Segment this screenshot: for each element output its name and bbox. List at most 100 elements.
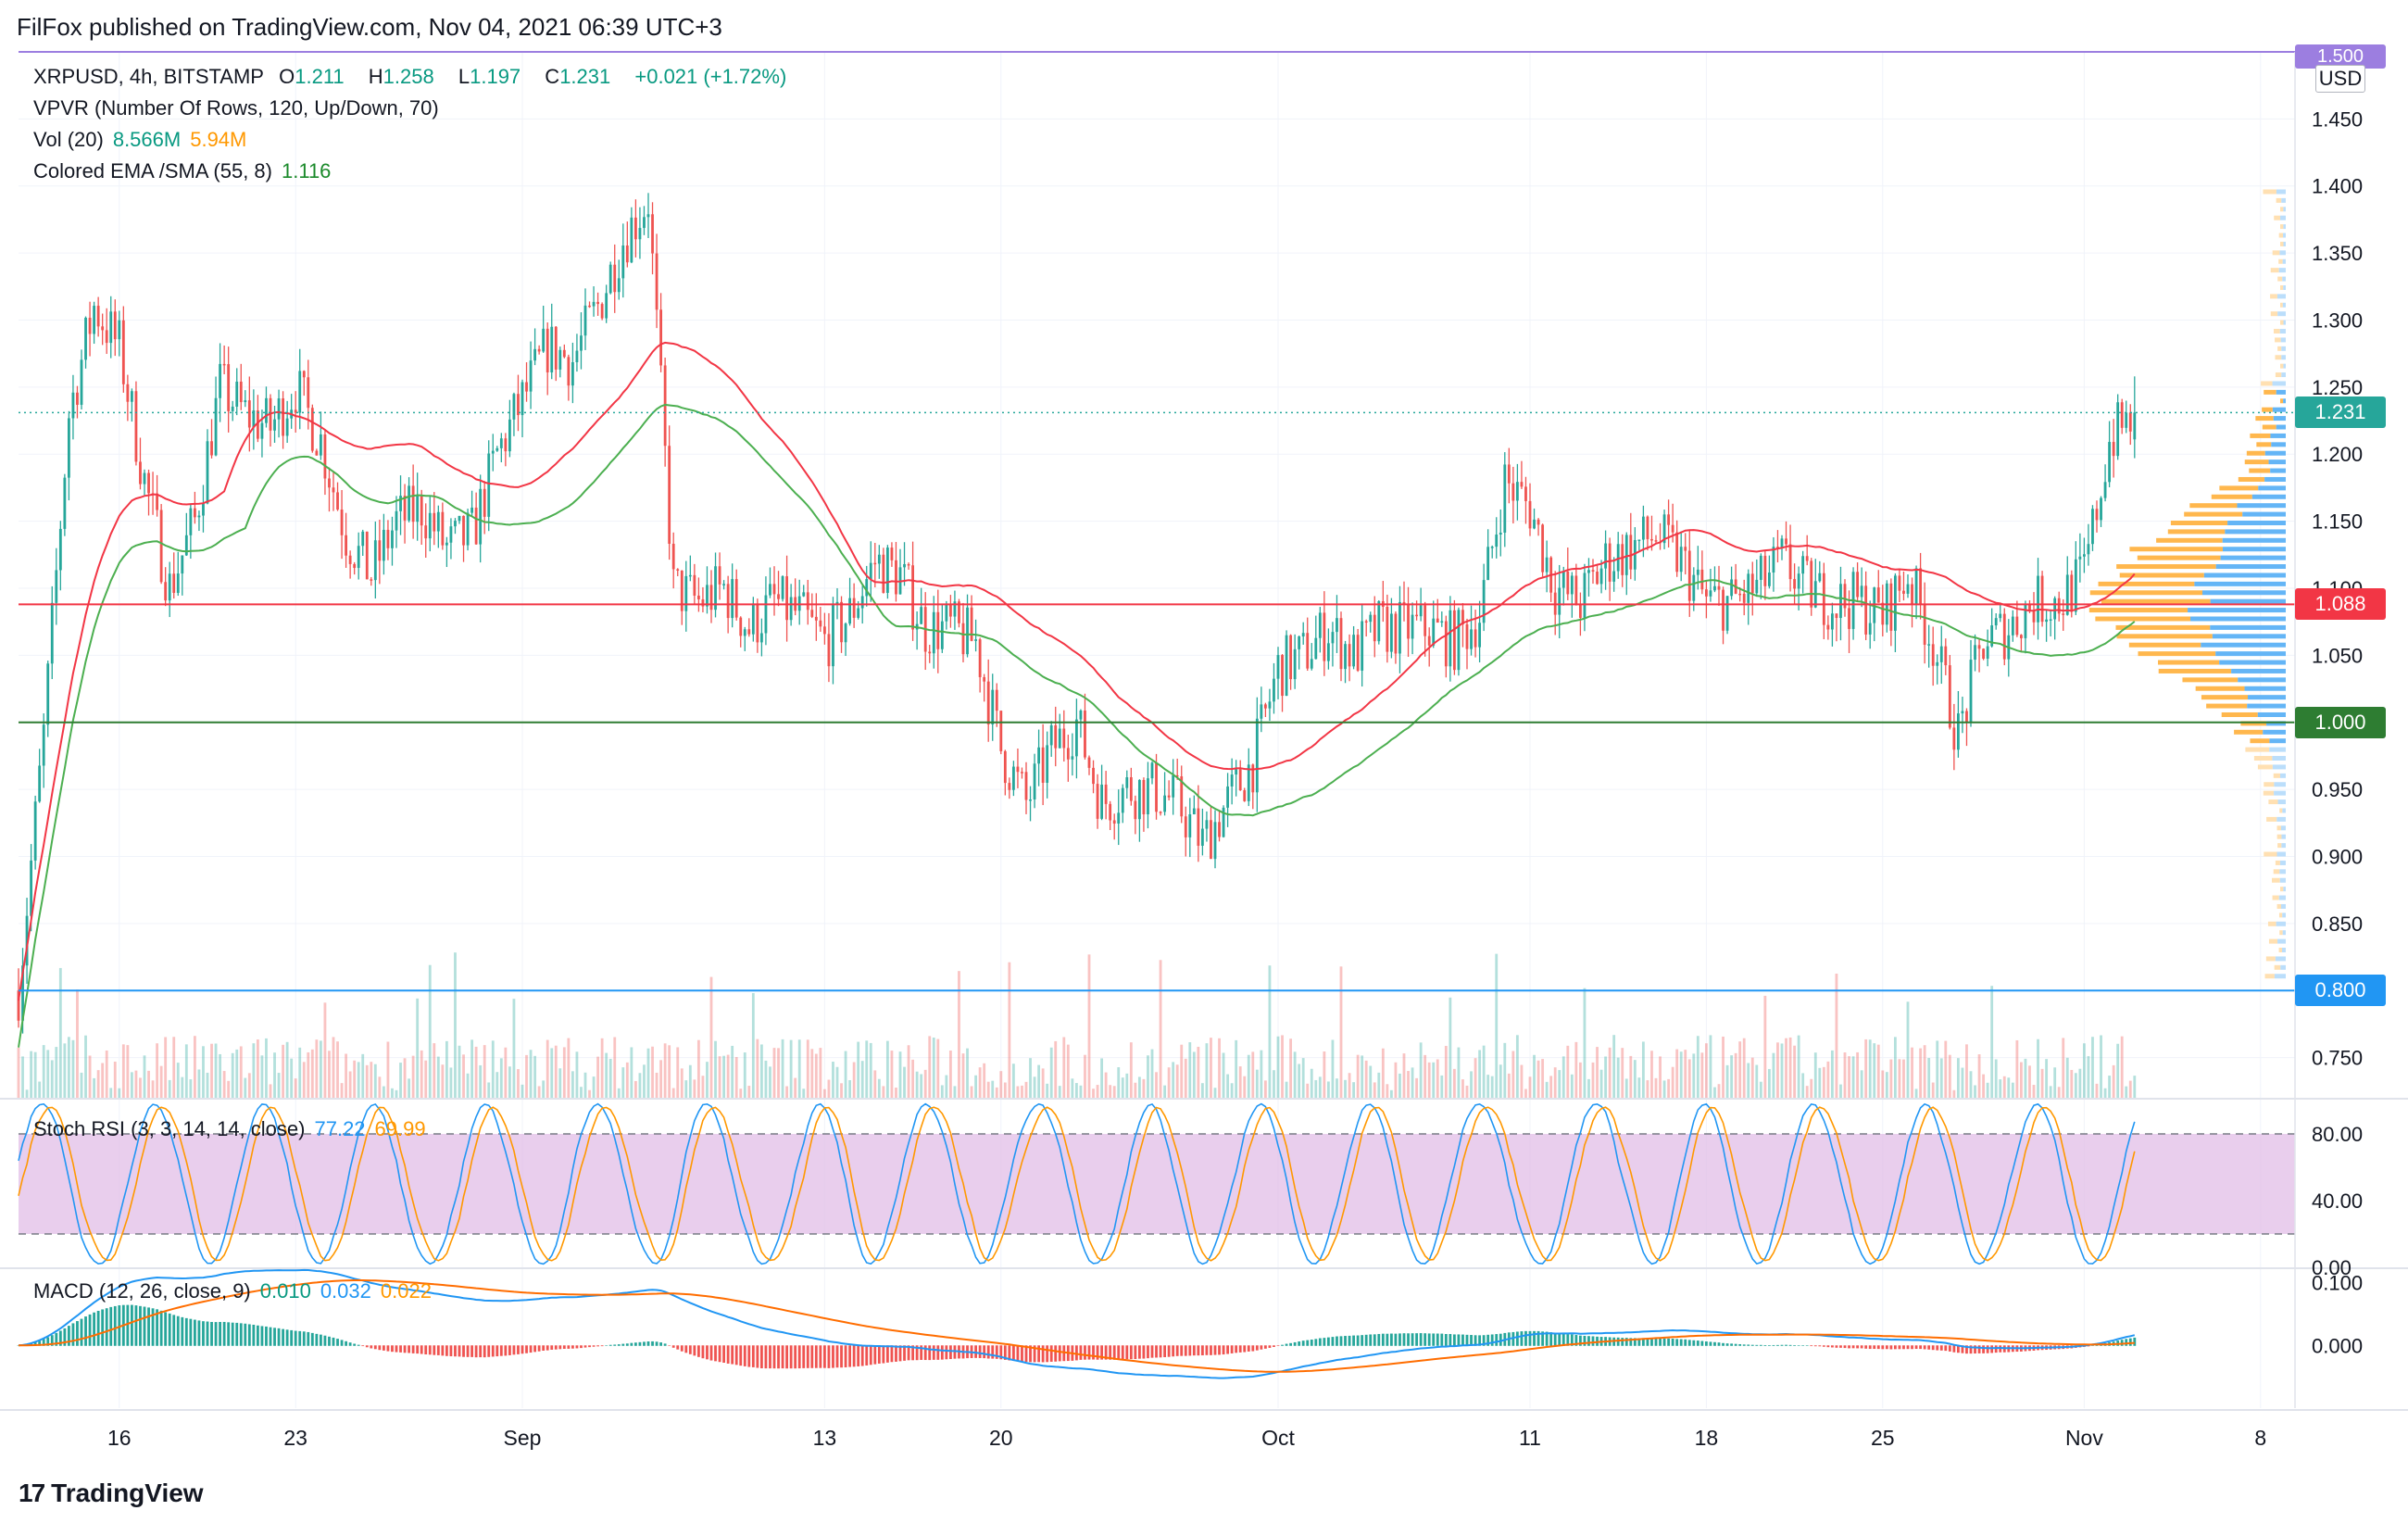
candle-body: [399, 496, 402, 511]
volume-bar: [143, 1055, 146, 1098]
vp-row-down: [2272, 756, 2286, 762]
vp-row-down: [2220, 555, 2286, 560]
volume-bar: [1074, 1083, 1078, 1098]
candle-body: [718, 566, 721, 585]
volume-bar: [1704, 1043, 1708, 1098]
macd-hist-bar: [1793, 1345, 1797, 1346]
tradingview-brand[interactable]: 17 TradingView: [19, 1479, 204, 1507]
macd-hist-bar: [46, 1337, 50, 1346]
macd-hist-bar: [848, 1345, 852, 1367]
volume-bar: [1503, 1042, 1507, 1098]
volume-bar: [1452, 1068, 1456, 1098]
macd-hist-bar: [147, 1307, 150, 1346]
candle-body: [176, 573, 180, 593]
volume-bar: [1112, 1086, 1116, 1098]
macd-hist-bar: [1197, 1345, 1200, 1356]
macd-hist-bar: [391, 1345, 394, 1353]
vp-row-down: [2264, 450, 2286, 456]
volume-bar: [345, 1053, 348, 1098]
volume-bar: [1659, 1056, 1662, 1098]
volume-bar: [1574, 1041, 1578, 1098]
candle-body: [1587, 570, 1590, 573]
volume-bar: [206, 1072, 209, 1098]
vp-row-down: [2210, 624, 2286, 630]
macd-hist-bar: [1629, 1338, 1633, 1346]
volume-bar: [1423, 1054, 1427, 1098]
candle-body: [1465, 623, 1469, 649]
macd-hist-bar: [76, 1321, 79, 1346]
macd-hist-bar: [1238, 1345, 1242, 1353]
volume-bar: [865, 1040, 869, 1098]
candle-body: [625, 245, 629, 263]
macd-hist-bar: [621, 1343, 625, 1346]
volume-bar: [1587, 1078, 1590, 1098]
macd-hist-bar: [1759, 1344, 1762, 1346]
macd-hist-bar: [1377, 1333, 1381, 1346]
macd-hist-bar: [806, 1345, 809, 1368]
vp-row-up: [2280, 363, 2284, 369]
currency-label[interactable]: USD: [2315, 65, 2365, 93]
volume-bar: [1763, 995, 1767, 1098]
volume-bar: [126, 1045, 130, 1098]
macd-hist-bar: [2091, 1345, 2094, 1346]
vp-row-up: [2274, 329, 2280, 334]
candle-body: [109, 311, 113, 344]
vp-row-down: [2222, 547, 2286, 552]
candle-body: [1369, 614, 1373, 623]
volume-bar: [1927, 1058, 1931, 1098]
macd-hist-bar: [1033, 1345, 1036, 1363]
vp-row-down: [2281, 834, 2286, 839]
candle-body: [751, 603, 755, 635]
volume-bar: [802, 1089, 806, 1098]
macd-hist-bar: [1965, 1345, 1968, 1354]
candle-body: [222, 363, 226, 366]
macd-hist-bar: [1344, 1336, 1347, 1346]
volume-bar: [1348, 1073, 1351, 1098]
candle-body: [2095, 509, 2099, 521]
volume-bar: [1662, 1080, 1666, 1098]
macd-hist-bar: [1482, 1335, 1486, 1346]
volume-bar: [512, 999, 516, 1098]
macd-hist-bar: [630, 1342, 633, 1346]
macd-hist-bar: [1137, 1345, 1141, 1359]
vp-row-down: [2283, 398, 2286, 404]
candle-body: [1776, 547, 1779, 548]
macd-hist-bar: [1205, 1345, 1209, 1355]
macd-hist-bar: [1260, 1345, 1263, 1350]
volume-bar: [986, 1081, 990, 1098]
candle-body: [315, 450, 319, 456]
vp-row-down: [2280, 903, 2286, 909]
macd-hist-bar: [1323, 1338, 1326, 1346]
candle-body: [617, 278, 621, 293]
macd-hist-bar: [193, 1319, 196, 1346]
volume-bar: [991, 1080, 995, 1098]
vp-row-down: [2269, 747, 2286, 752]
macd-hist-bar: [273, 1328, 276, 1346]
candle-body: [588, 305, 591, 308]
vp-row-up: [2278, 233, 2284, 238]
macd-hist-bar: [1167, 1345, 1171, 1357]
candle-body: [139, 461, 142, 485]
candle-body: [1306, 633, 1310, 669]
candle-body: [714, 566, 717, 610]
macd-hist-bar: [747, 1345, 751, 1367]
volume-bar: [1394, 1062, 1398, 1098]
volume-bar: [928, 1036, 932, 1098]
candle-body: [2082, 554, 2086, 557]
candle-body: [814, 616, 818, 621]
macd-hist-bar: [709, 1345, 713, 1361]
vp-row-down: [2280, 825, 2286, 831]
candle-body: [2049, 619, 2052, 621]
candle-body: [1637, 539, 1641, 542]
volume-bar: [17, 1047, 20, 1098]
volume-bar: [605, 1052, 608, 1098]
volume-bar: [1826, 1061, 1830, 1098]
volume-bar: [978, 1067, 982, 1098]
candle-body: [2002, 613, 2006, 660]
volume-bar: [1281, 1035, 1284, 1098]
candle-body: [1977, 645, 1981, 649]
volume-bar: [1285, 1081, 1288, 1098]
candle-body: [71, 392, 75, 419]
volume-bar: [84, 1035, 87, 1098]
candle-body: [827, 634, 831, 667]
